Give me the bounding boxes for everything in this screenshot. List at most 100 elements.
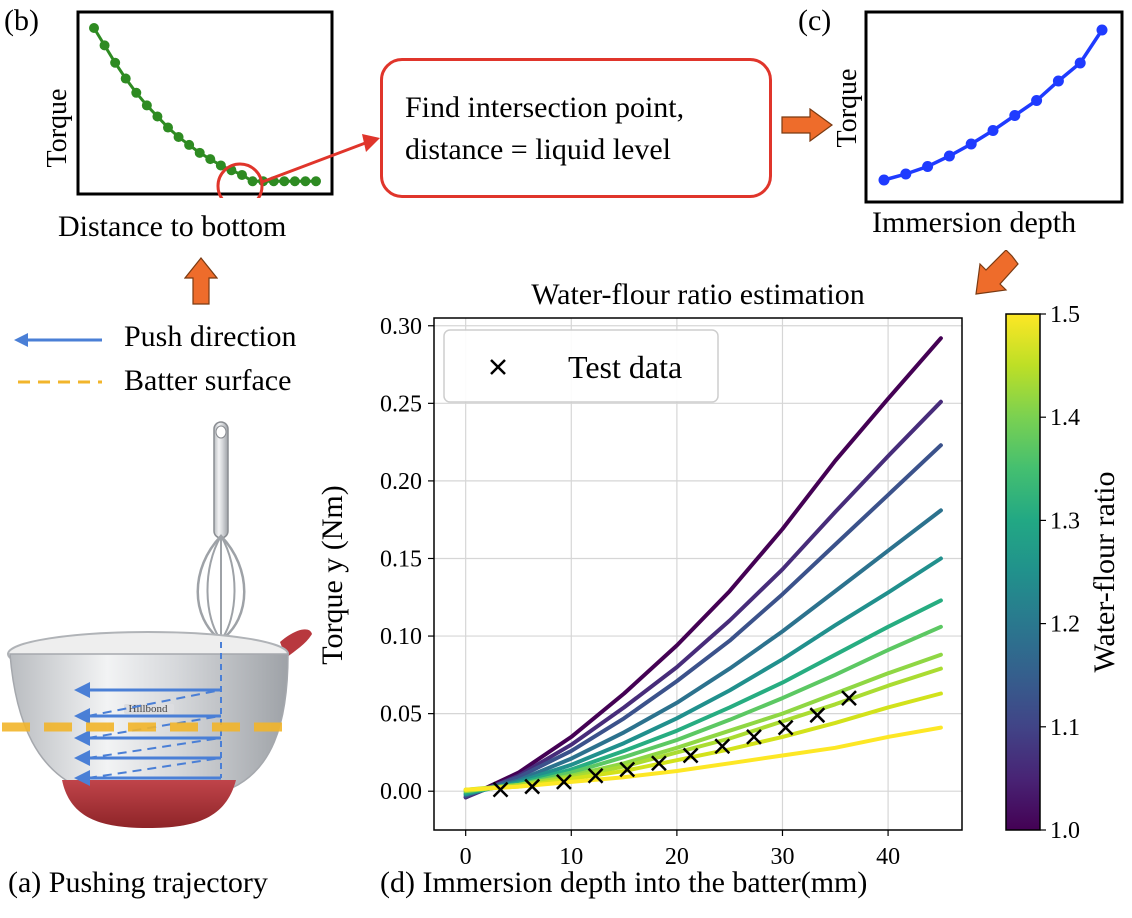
panel-b-point xyxy=(311,176,321,187)
colorbar xyxy=(1005,313,1041,831)
test-data-point xyxy=(777,719,794,736)
panel-b-point xyxy=(205,154,216,165)
red-pointer-arrow xyxy=(261,134,380,184)
panel-c-point xyxy=(1009,110,1021,121)
x-tick-label: 30 xyxy=(770,844,794,870)
panel-c-point xyxy=(922,161,934,172)
x-tick-label: 20 xyxy=(665,844,689,870)
ratio-curve xyxy=(463,725,943,792)
test-data-point xyxy=(524,778,541,795)
y-tick-label: 0.25 xyxy=(380,391,422,417)
test-data-point xyxy=(651,755,667,772)
test-data-point xyxy=(682,747,699,764)
panel-b-xlabel: Distance to bottom xyxy=(58,210,287,243)
y-axis-ticks: 0.00 0.05 0.10 0.15 0.20 0.25 0.30 xyxy=(380,314,434,805)
panel-c-point xyxy=(1052,75,1064,87)
panel-b-point xyxy=(184,139,195,150)
ratio-curves xyxy=(463,336,943,800)
panel-c-point xyxy=(1074,57,1086,69)
panel-c-point xyxy=(987,125,999,136)
chart-frame xyxy=(433,317,963,831)
legend-batter-surface: Batter surface xyxy=(124,364,292,397)
panel-c-tag: (c) xyxy=(798,4,832,37)
panel-a-caption: (a) Pushing trajectory xyxy=(8,866,268,899)
y-tick-label: 0.20 xyxy=(380,469,422,495)
colorbar-tick-label: 1.2 xyxy=(1050,612,1080,638)
test-data-point xyxy=(556,774,572,790)
whisk-icon xyxy=(196,421,246,642)
colorbar-ticks: 1.0 1.1 1.2 1.3 1.4 1.5 xyxy=(1040,302,1080,844)
panel-c-point xyxy=(1096,24,1108,36)
panel-b-point xyxy=(279,176,290,187)
y-tick-label: 0.10 xyxy=(380,624,422,650)
panel-b-point xyxy=(120,73,131,84)
x-tick-label: 0 xyxy=(460,844,472,870)
panel-b-point xyxy=(110,57,121,68)
panel-b-point xyxy=(300,176,311,187)
panel-c-point xyxy=(878,174,890,186)
panel-b-point xyxy=(289,176,300,187)
orange-arrow-up-icon xyxy=(184,257,218,305)
panel-b-point xyxy=(173,132,184,143)
colorbar-tick-label: 1.0 xyxy=(1050,818,1080,844)
panel-c-xlabel: Immersion depth xyxy=(872,206,1077,239)
colorbar-tick-label: 1.4 xyxy=(1050,405,1080,431)
chart-legend: Test data xyxy=(443,329,719,403)
test-data-point xyxy=(714,738,731,755)
panel-c-frame xyxy=(864,10,1124,204)
panel-b-point xyxy=(89,23,99,33)
ratio-curve xyxy=(463,598,943,795)
colorbar-label: Water-flour ratio xyxy=(1088,471,1121,672)
intersection-highlight-circle xyxy=(216,162,264,198)
panel-a-legend-symbols xyxy=(14,333,102,384)
orange-arrow-down-left-icon xyxy=(975,250,1019,295)
test-data-point xyxy=(841,690,857,707)
ratio-curve xyxy=(463,399,943,800)
test-data-point xyxy=(587,767,604,784)
panel-b-point xyxy=(99,40,110,51)
y-tick-label: 0.30 xyxy=(380,314,422,340)
x-tick-label: 40 xyxy=(876,844,900,870)
panel-b-point xyxy=(163,122,173,133)
test-data-point xyxy=(809,707,826,724)
panel-c-line xyxy=(883,29,1104,182)
orange-arrow-right-icon xyxy=(781,108,834,142)
bowl-whisk-illustration: Hillbond xyxy=(2,421,312,828)
callout-line-2: distance = liquid level xyxy=(405,133,672,166)
panel-b-point xyxy=(237,169,247,180)
panel-c-point xyxy=(900,168,912,180)
panel-b-mini-chart: Torque xyxy=(42,10,334,198)
chart-title: Water-flour ratio estimation xyxy=(531,278,865,311)
x-axis-ticks: 0 10 20 30 40 xyxy=(460,830,900,870)
water-flour-ratio-chart: Water-flour ratio estimation Torque y (N… xyxy=(316,278,1121,870)
panel-d-caption: (d) Immersion depth into the batter(mm) xyxy=(380,866,868,899)
test-data-point xyxy=(619,761,636,778)
push-direction-arrow-icon xyxy=(14,333,102,347)
panel-b-torque-curve xyxy=(89,23,321,187)
colorbar-tick-label: 1.5 xyxy=(1050,302,1080,328)
panel-b-point xyxy=(194,147,205,158)
panel-c-ylabel: Torque xyxy=(832,69,863,148)
x-tick-label: 10 xyxy=(559,844,583,870)
y-tick-label: 0.15 xyxy=(380,546,422,572)
ratio-curve xyxy=(463,508,943,797)
colorbar-tick-label: 1.1 xyxy=(1050,715,1080,741)
callout-line-1: Find intersection point, xyxy=(405,91,685,124)
colorbar-tick-label: 1.3 xyxy=(1050,508,1080,534)
legend-box xyxy=(443,329,719,403)
test-data-markers xyxy=(492,690,857,798)
panel-c-torque-curve xyxy=(878,24,1108,186)
panel-b-frame xyxy=(76,10,334,196)
panel-b-ylabel: Torque xyxy=(42,89,73,168)
panel-b-line xyxy=(92,27,316,183)
y-tick-label: 0.00 xyxy=(380,779,422,805)
panel-c-point xyxy=(1031,95,1043,106)
panel-b-point xyxy=(131,87,142,98)
panel-c-point xyxy=(965,138,977,150)
panel-b-point xyxy=(247,176,258,187)
panel-c-mini-chart: Torque xyxy=(832,10,1124,204)
panel-c-point xyxy=(943,150,955,162)
ratio-curve xyxy=(463,336,943,800)
panel-b-point xyxy=(141,100,152,111)
panel-b-tag: (b) xyxy=(4,4,39,37)
